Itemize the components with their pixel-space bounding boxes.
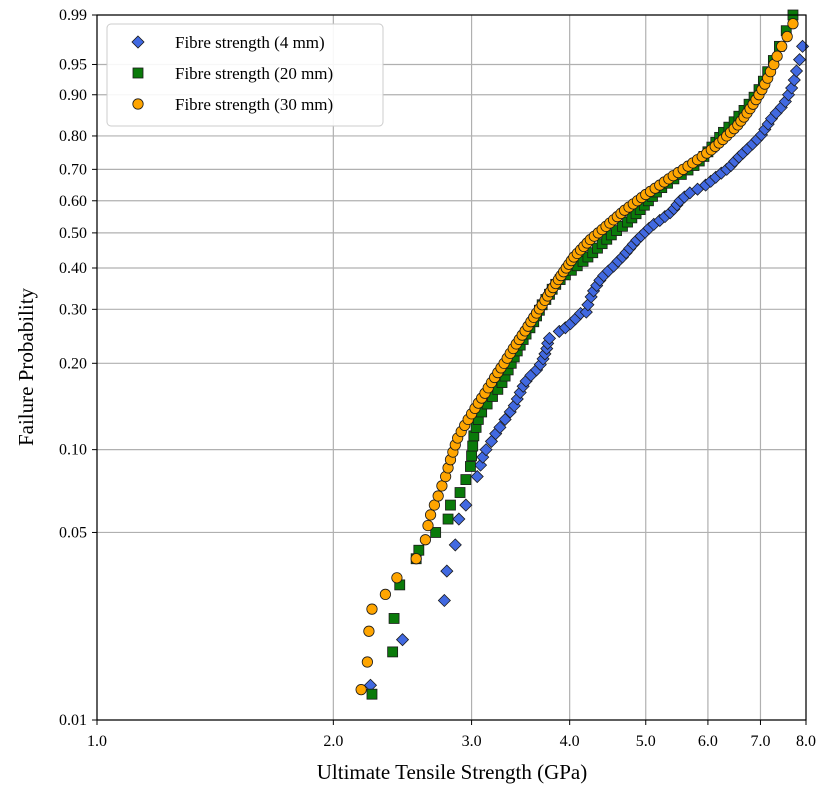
point-20mm bbox=[467, 440, 479, 452]
x-tick-label: 6.0 bbox=[698, 733, 718, 750]
point-4mm bbox=[479, 443, 493, 457]
point-20mm bbox=[388, 613, 400, 624]
point-20mm bbox=[366, 688, 378, 700]
point-20mm bbox=[466, 450, 477, 462]
point-4mm bbox=[493, 420, 507, 434]
y-tick-label: 0.40 bbox=[59, 260, 87, 277]
point-30mm bbox=[355, 684, 367, 696]
x-tick-label: 7.0 bbox=[750, 733, 770, 750]
point-4mm bbox=[792, 53, 807, 67]
point-30mm bbox=[787, 18, 799, 30]
series-20mm bbox=[366, 9, 799, 700]
point-4mm bbox=[787, 73, 801, 87]
x-tick-label: 4.0 bbox=[560, 733, 580, 750]
y-tick-label: 0.80 bbox=[59, 128, 87, 145]
point-4mm bbox=[470, 469, 484, 484]
point-20mm bbox=[454, 487, 466, 498]
y-tick-label: 0.90 bbox=[59, 87, 87, 104]
point-20mm bbox=[465, 461, 476, 472]
x-tick-label: 8.0 bbox=[796, 733, 816, 750]
point-30mm bbox=[422, 519, 434, 532]
point-30mm bbox=[432, 490, 444, 502]
y-tick-label: 0.10 bbox=[59, 442, 87, 459]
series-30mm bbox=[355, 18, 799, 696]
point-30mm bbox=[771, 50, 783, 62]
point-30mm bbox=[361, 656, 373, 668]
y-tick-label: 0.99 bbox=[59, 7, 87, 24]
legend-marker-30mm bbox=[132, 98, 144, 110]
y-tick-label: 0.95 bbox=[59, 56, 87, 73]
point-30mm bbox=[363, 625, 375, 637]
legend-marker-20mm bbox=[132, 67, 144, 79]
point-4mm bbox=[459, 498, 473, 512]
point-30mm bbox=[776, 40, 788, 52]
point-30mm bbox=[436, 480, 448, 492]
data-points bbox=[355, 9, 810, 700]
y-tick-label: 0.01 bbox=[59, 712, 87, 729]
point-30mm bbox=[424, 509, 437, 521]
point-4mm bbox=[395, 633, 410, 647]
legend-label-4mm: Fibre strength (4 mm) bbox=[175, 33, 325, 52]
legend-markers bbox=[131, 35, 145, 110]
point-20mm bbox=[460, 474, 472, 485]
point-4mm bbox=[452, 512, 466, 526]
y-tick-label: 0.70 bbox=[59, 161, 87, 178]
y-tick-label: 0.50 bbox=[59, 225, 87, 242]
point-30mm bbox=[410, 553, 422, 565]
point-20mm bbox=[445, 499, 456, 511]
point-4mm bbox=[498, 412, 512, 427]
point-20mm bbox=[442, 513, 454, 525]
axis-ticks: 1.0 2.0 3.0 4.0 5.0 6.0 7.0 8.0 0.01 0.05 0.10 0.20… bbox=[59, 7, 816, 750]
point-4mm bbox=[789, 64, 804, 78]
x-tick-label: 1.0 bbox=[87, 733, 107, 750]
y-tick-label: 0.30 bbox=[59, 301, 87, 318]
y-tick-label: 0.60 bbox=[59, 193, 87, 210]
point-30mm bbox=[366, 603, 378, 615]
x-axis-title: Ultimate Tensile Strength (GPa) bbox=[317, 760, 588, 784]
plot-frame bbox=[96, 14, 807, 721]
y-tick-label: 0.05 bbox=[59, 524, 87, 541]
point-4mm bbox=[448, 538, 462, 552]
point-4mm bbox=[440, 564, 454, 578]
point-20mm bbox=[430, 527, 442, 538]
grid-lines bbox=[96, 14, 807, 721]
point-30mm bbox=[379, 588, 392, 600]
legend-marker-4mm bbox=[131, 35, 145, 49]
y-tick-label: 0.20 bbox=[59, 355, 87, 372]
point-4mm bbox=[437, 593, 451, 608]
x-tick-label: 3.0 bbox=[462, 733, 482, 750]
legend-box bbox=[106, 23, 384, 127]
point-30mm bbox=[391, 572, 403, 584]
y-axis-title: Failure Probability bbox=[14, 287, 38, 446]
legend-label-30mm: Fibre strength (30 mm) bbox=[175, 95, 333, 114]
x-tick-label: 5.0 bbox=[636, 733, 656, 750]
x-tick-label: 2.0 bbox=[323, 733, 343, 750]
series-4mm bbox=[363, 39, 810, 692]
legend-label-20mm: Fibre strength (20 mm) bbox=[175, 64, 333, 83]
legend: Fibre strength (4 mm) Fibre strength (20… bbox=[106, 23, 384, 127]
point-30mm bbox=[781, 31, 793, 43]
point-4mm bbox=[542, 331, 557, 345]
point-30mm bbox=[419, 534, 432, 546]
point-20mm bbox=[387, 646, 399, 658]
point-4mm bbox=[796, 39, 810, 53]
